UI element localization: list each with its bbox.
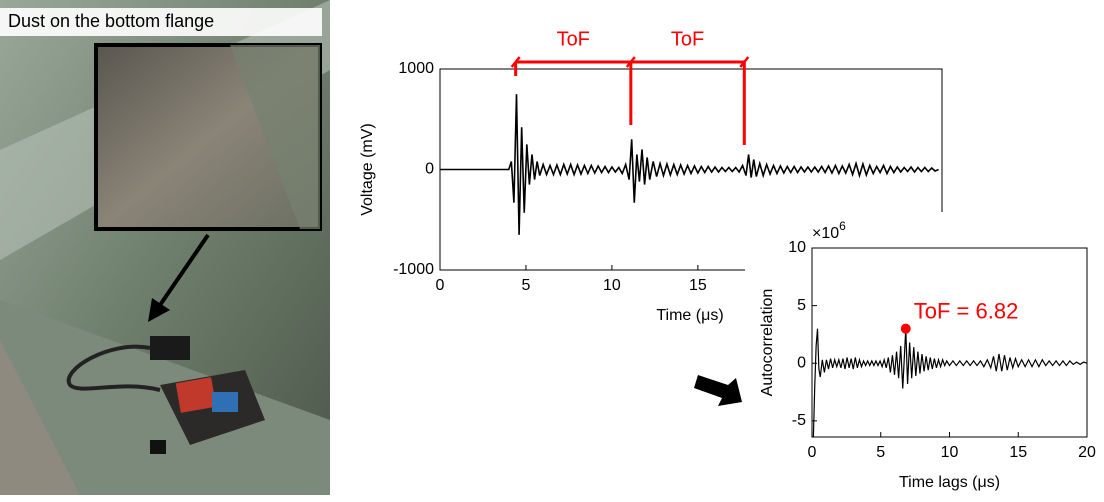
tof-cross — [739, 56, 750, 68]
photo: Dust on the bottom flange — [0, 0, 330, 495]
x-tick-label: 20 — [1078, 444, 1096, 461]
series-line — [812, 328, 1087, 437]
x-tick-label: 15 — [1009, 444, 1027, 461]
x-axis-label: Time (μs) — [656, 307, 723, 324]
y-tick-label: -5 — [792, 412, 806, 429]
photo-caption: Dust on the bottom flange — [8, 11, 214, 31]
y-tick-label: 0 — [425, 161, 434, 178]
y-tick-label: 5 — [797, 297, 806, 314]
x-tick-label: 0 — [436, 277, 445, 294]
y-multiplier: ×106 — [812, 219, 846, 242]
x-tick-label: 15 — [689, 277, 707, 294]
multiplier-base: ×10 — [812, 225, 839, 242]
tof-label: ToF — [557, 28, 590, 50]
x-axis-label: Time lags (μs) — [899, 474, 1000, 491]
tof-cross — [510, 56, 521, 68]
arrow — [694, 375, 742, 406]
y-tick-label: -1000 — [393, 261, 434, 278]
chart-background — [745, 212, 1104, 502]
x-tick-label: 0 — [808, 444, 817, 461]
x-tick-label: 10 — [603, 277, 621, 294]
multiplier-exponent: 6 — [839, 219, 846, 233]
peak-label: ToF = 6.82 — [914, 298, 1019, 323]
y-axis-label: Autocorrelation — [759, 289, 776, 397]
tof-cross — [625, 56, 636, 68]
y-tick-label: 0 — [797, 354, 806, 371]
peak-marker — [900, 323, 911, 334]
series-line — [440, 94, 939, 235]
x-tick-label: 10 — [941, 444, 959, 461]
y-tick-label: 10 — [788, 239, 806, 256]
x-tick-label: 5 — [522, 277, 531, 294]
y-axis-label: Voltage (mV) — [359, 123, 376, 215]
tof-label: ToF — [671, 28, 704, 50]
y-tick-label: 1000 — [398, 60, 434, 77]
x-tick-label: 5 — [876, 444, 885, 461]
